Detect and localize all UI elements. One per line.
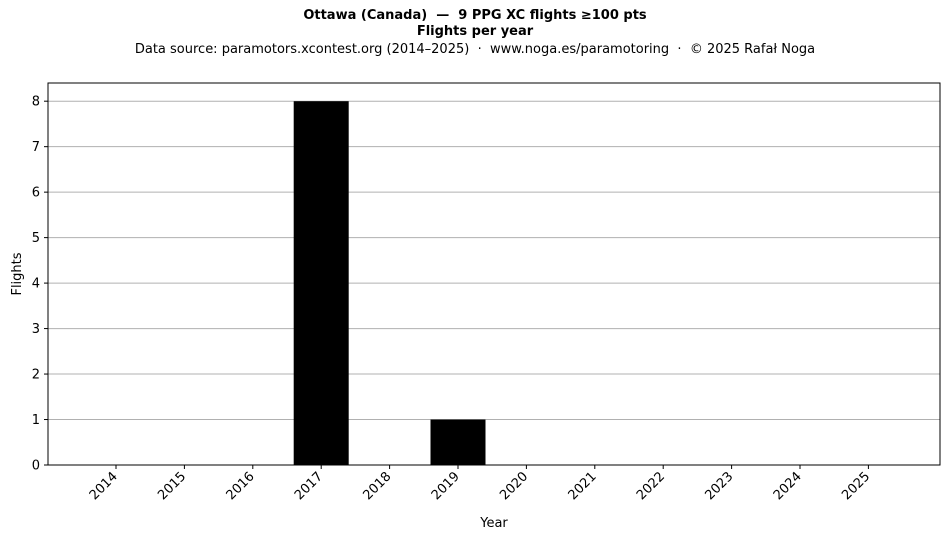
plot-frame: [47, 82, 941, 466]
chart-header: Ottawa (Canada) — 9 PPG XC flights ≥100 …: [0, 8, 950, 58]
y-tick-label: 7: [32, 140, 40, 155]
x-tick-label: 2025: [839, 469, 873, 503]
y-tick-label: 5: [32, 231, 40, 246]
y-tick-label: 8: [32, 95, 40, 110]
x-axis-ticks: 2014 2015 2016 2017 2018 2019 2020 2021 2022 2023…: [87, 465, 873, 503]
bar-2019: [430, 419, 486, 465]
chart-subtitle: Flights per year: [416, 24, 534, 39]
x-tick-label: 2017: [292, 469, 326, 503]
x-tick-label: 2020: [497, 469, 531, 503]
y-axis-ticks: 0 1 2 3 4 5 6 7 8: [32, 95, 48, 474]
y-tick-label: 2: [32, 368, 40, 383]
x-tick-label: 2018: [360, 469, 394, 503]
x-tick-label: 2021: [566, 469, 600, 503]
x-tick-label: 2016: [224, 469, 258, 503]
y-tick-label: 4: [32, 277, 40, 292]
x-tick-label: 2022: [634, 469, 668, 503]
bar-2017: [293, 101, 349, 465]
x-axis-label: Year: [479, 516, 508, 531]
gridlines: [48, 100, 940, 466]
y-tick-label: 0: [32, 459, 40, 474]
chart-title: Ottawa (Canada) — 9 PPG XC flights ≥100 …: [303, 8, 647, 23]
y-tick-label: 3: [32, 322, 40, 337]
x-tick-label: 2019: [429, 469, 463, 503]
y-tick-label: 6: [32, 186, 40, 201]
x-tick-label: 2023: [702, 469, 736, 503]
x-tick-label: 2014: [87, 469, 121, 503]
x-tick-label: 2024: [771, 469, 805, 503]
bars: [293, 101, 486, 465]
y-tick-label: 1: [32, 413, 40, 428]
y-axis-label: Flights: [10, 252, 25, 295]
x-tick-label: 2015: [155, 469, 189, 503]
chart-source-note: Data source: paramotors.xcontest.org (20…: [134, 42, 816, 57]
